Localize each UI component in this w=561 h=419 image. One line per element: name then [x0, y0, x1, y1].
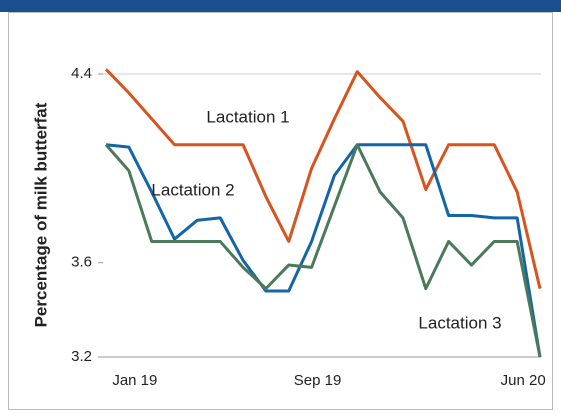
- frame: [8, 12, 553, 410]
- header-bar: [0, 0, 561, 12]
- x-tick-label: Jun 20: [501, 372, 546, 389]
- series-line: [105, 143, 542, 358]
- series-label: Lactation 2: [151, 180, 234, 199]
- y-axis-label: Percentage of milk butterfat: [31, 102, 50, 327]
- series-label: Lactation 1: [206, 107, 289, 126]
- x-tick-label: Sep 19: [294, 372, 342, 389]
- series-line: [104, 143, 542, 358]
- series-line: [104, 68, 542, 289]
- series-label: Lactation 3: [418, 313, 501, 332]
- y-tick-label: 4.4: [71, 65, 92, 82]
- y-tick-label: 3.2: [71, 348, 92, 365]
- x-tick-label: Jan 19: [112, 372, 157, 389]
- y-tick-label: 3.6: [71, 254, 92, 271]
